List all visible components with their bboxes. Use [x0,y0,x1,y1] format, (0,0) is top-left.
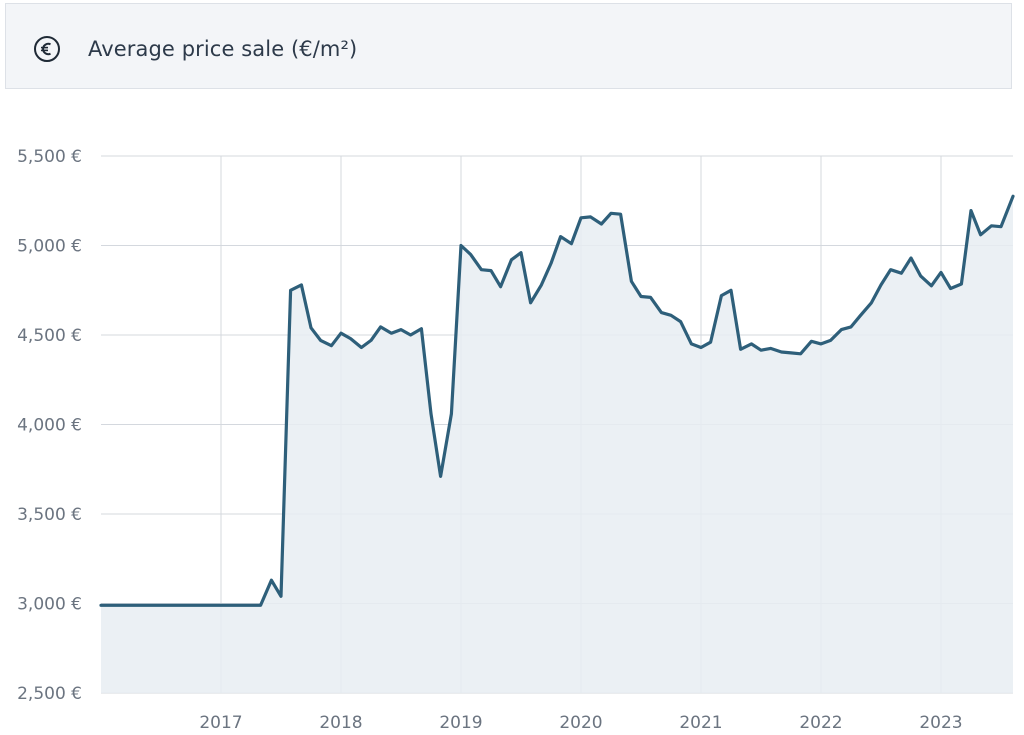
y-axis-ticks: 2,500 € 3,000 € 3,500 € 4,000 € 4,500 € 5,000… [17,147,82,704]
x-tick-label: 2018 [319,713,362,733]
x-axis-ticks: 2017 2018 2019 2020 2021 2022 2023 [199,713,962,733]
y-tick-label: 4,000 € [17,416,82,436]
x-tick-label: 2022 [799,713,842,733]
x-tick-label: 2019 [439,713,482,733]
x-tick-label: 2021 [679,713,722,733]
price-area-fill [101,196,1013,694]
y-tick-label: 2,500 € [17,684,82,704]
y-tick-label: 3,000 € [17,595,82,615]
y-tick-label: 4,500 € [17,326,82,346]
y-tick-label: 3,500 € [17,505,82,525]
x-tick-label: 2020 [559,713,602,733]
euro-icon [34,36,60,62]
chart-header: Average price sale (€/m²) [5,3,1012,89]
y-tick-label: 5,500 € [17,147,82,167]
price-series-line [99,194,1015,607]
x-tick-label: 2017 [199,713,242,733]
y-tick-label: 5,000 € [17,237,82,257]
chart-title: Average price sale (€/m²) [88,37,358,61]
x-tick-label: 2023 [919,713,962,733]
